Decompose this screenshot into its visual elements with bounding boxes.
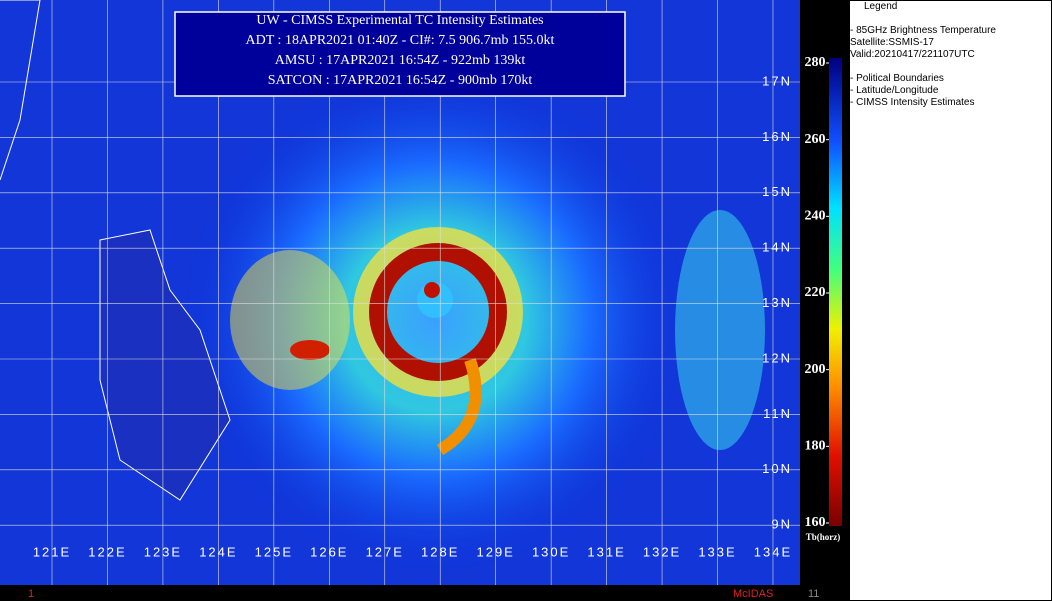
latitude-label: 12N [762,350,792,365]
longitude-label: 125E [255,544,293,559]
longitude-label: 127E [366,544,404,559]
eyewall [369,243,507,381]
info-title: UW - CIMSS Experimental TC Intensity Est… [256,13,543,28]
overlay-item: - CIMSS Intensity Estimates [850,97,975,108]
eyewall-halo [353,227,523,397]
longitude-label: 130E [532,544,570,559]
longitude-label: 122E [88,544,126,559]
legend-satellite: Satellite:SSMIS-17 [850,37,934,48]
colorbar-tick-label: 220 [805,285,826,300]
spiral-band [436,358,482,456]
colorbar-tick-label: 240 [805,209,826,224]
latitude-label: 11N [763,406,792,421]
software-name: McIDAS [733,588,773,600]
latitude-label: 10N [762,461,792,476]
longitude-label: 126E [310,544,348,559]
longitude-label: 129E [476,544,514,559]
info-box [174,11,626,97]
overlay-item: - Latitude/Longitude [850,85,939,96]
frame-count: 11 [808,588,819,600]
legend-panel: Legend - 85GHz Brightness Temperature Sa… [849,0,1052,601]
latitude-label: 14N [762,240,792,255]
eye-core [424,282,440,298]
longitude-label: 131E [587,544,625,559]
overlay-item: - Political Boundaries [850,73,944,84]
latitude-label: 15N [762,184,792,199]
latitude-label: 13N [762,295,792,310]
coastline [99,229,231,501]
colorbar-tick-label: 180 [805,439,826,454]
info-line: AMSU : 17APR2021 16:54Z - 922mb 139kt [275,53,526,68]
longitude-label: 121E [33,544,71,559]
legend-valid: Valid:20210417/221107UTC [850,49,975,60]
legend-product: - 85GHz Brightness Temperature [850,25,996,36]
longitude-label: 133E [698,544,736,559]
colorbar-label: Tb(horz) [806,532,841,542]
latitude-label: 17N [762,73,792,88]
info-line: ADT : 18APR2021 01:40Z - CI#: 7.5 906.7m… [246,33,555,48]
longitude-label: 134E [754,544,792,559]
colorbar [829,58,842,526]
longitude-label: 123E [144,544,182,559]
coastline [0,0,41,181]
longitude-label: 132E [643,544,681,559]
latitude-label: 9N [771,517,792,532]
colorbar-tick-label: 280 [805,55,826,70]
overlay-list: - Political Boundaries - Latitude/Longitu… [850,73,1051,109]
longitude-label: 124E [199,544,237,559]
colorbar-tick-label: 260 [805,132,826,147]
footer [0,585,800,601]
info-line: SATCON : 17APR2021 16:54Z - 900mb 170kt [268,73,533,88]
convection [290,340,330,360]
colorbar-tick-label: 160 [805,515,826,530]
legend-title: Legend [864,1,898,12]
colorbar-tick-label: 200 [805,362,826,377]
convection [230,250,350,390]
longitude-label: 128E [421,544,459,559]
frame-number: 1 [28,588,34,600]
rainband [675,210,765,450]
latitude-label: 16N [762,129,792,144]
